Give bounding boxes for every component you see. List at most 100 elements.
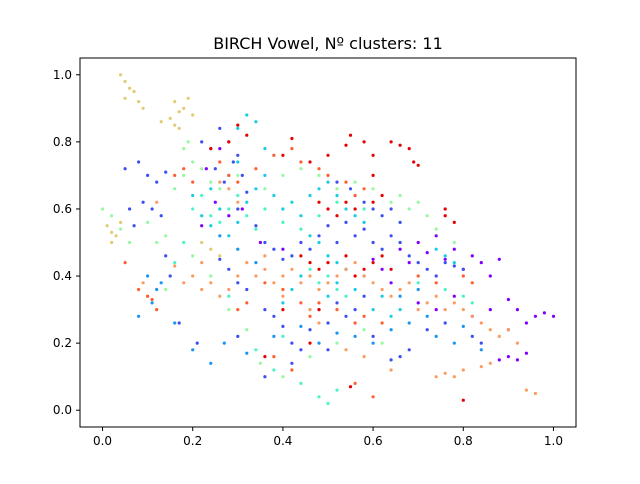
y-tick-label: 0.2: [53, 336, 72, 350]
data-point-cluster-9: [353, 274, 357, 278]
data-point-cluster-9: [389, 140, 393, 144]
data-point-cluster-9: [308, 261, 312, 265]
data-point-cluster-1: [326, 321, 330, 325]
data-point-cluster-7: [416, 308, 420, 312]
data-point-cluster-4: [227, 207, 231, 211]
data-point-cluster-8: [353, 381, 357, 385]
data-point-cluster-2: [272, 334, 276, 338]
data-point-cluster-5: [407, 207, 411, 211]
data-point-cluster-7: [488, 361, 492, 365]
data-point-cluster-2: [416, 287, 420, 292]
data-point-cluster-4: [335, 388, 339, 392]
data-point-cluster-6: [191, 113, 195, 117]
data-point-cluster-1: [213, 167, 217, 171]
data-point-cluster-1: [290, 254, 294, 258]
data-point-cluster-2: [173, 321, 177, 325]
data-point-cluster-4: [299, 227, 303, 231]
data-point-cluster-4: [182, 240, 186, 245]
data-point-cluster-3: [362, 220, 366, 224]
data-point-cluster-2: [209, 361, 213, 365]
data-point-cluster-7: [308, 308, 312, 312]
data-point-cluster-4: [461, 294, 465, 298]
data-point-cluster-6: [173, 123, 177, 127]
data-point-cluster-7: [407, 281, 411, 285]
data-point-cluster-5: [245, 328, 249, 332]
data-point-cluster-3: [200, 214, 204, 218]
data-point-cluster-2: [299, 324, 303, 328]
data-point-cluster-9: [227, 140, 231, 144]
data-point-cluster-1: [177, 321, 181, 325]
data-point-cluster-8: [299, 301, 303, 305]
data-point-cluster-7: [362, 355, 366, 359]
data-point-cluster-7: [236, 274, 240, 278]
data-point-cluster-7: [533, 391, 538, 396]
data-point-cluster-1: [407, 348, 411, 352]
data-point-cluster-9: [326, 153, 330, 157]
data-point-cluster-0: [443, 257, 447, 261]
data-point-cluster-8: [317, 301, 321, 305]
data-point-cluster-6: [173, 100, 177, 104]
data-point-cluster-8: [326, 173, 330, 177]
data-point-cluster-6: [123, 96, 127, 100]
data-point-cluster-2: [236, 247, 240, 251]
data-point-cluster-9: [380, 254, 384, 258]
data-point-cluster-1: [164, 170, 168, 174]
data-point-cluster-3: [263, 147, 267, 151]
data-point-cluster-6: [159, 120, 163, 124]
data-point-cluster-9: [308, 341, 312, 345]
data-point-cluster-4: [326, 401, 330, 406]
data-point-cluster-5: [389, 200, 393, 204]
data-point-cluster-8: [254, 167, 258, 171]
data-point-cluster-4: [326, 274, 330, 278]
data-point-cluster-3: [308, 234, 312, 238]
data-point-cluster-4: [254, 227, 258, 231]
data-point-cluster-2: [245, 351, 249, 355]
data-point-cluster-1: [245, 287, 249, 292]
data-point-cluster-9: [209, 147, 213, 151]
data-point-cluster-1: [200, 140, 204, 144]
data-point-cluster-8: [380, 321, 384, 325]
x-tick-label: 0.4: [273, 434, 292, 448]
data-point-cluster-3: [335, 261, 339, 265]
data-point-cluster-5: [452, 240, 456, 245]
data-point-cluster-1: [308, 328, 312, 332]
data-point-cluster-4: [362, 207, 366, 211]
data-point-cluster-9: [362, 267, 366, 271]
data-point-cluster-7: [308, 274, 312, 278]
data-point-cluster-0: [227, 214, 231, 218]
data-point-cluster-3: [380, 294, 384, 298]
data-point-cluster-8: [362, 314, 366, 318]
data-point-cluster-7: [254, 274, 258, 278]
data-point-cluster-8: [182, 167, 186, 171]
data-point-cluster-7: [290, 267, 294, 271]
data-point-cluster-2: [398, 294, 402, 298]
data-point-cluster-6: [182, 106, 186, 110]
data-point-cluster-3: [398, 308, 402, 312]
data-point-cluster-2: [461, 324, 465, 328]
data-point-cluster-1: [335, 240, 339, 245]
data-point-cluster-0: [542, 311, 547, 315]
data-point-cluster-3: [452, 261, 456, 265]
data-point-cluster-1: [263, 375, 267, 379]
data-point-cluster-9: [299, 254, 303, 258]
data-point-cluster-3: [326, 180, 330, 184]
data-point-cluster-5: [182, 173, 186, 177]
data-point-cluster-5: [353, 180, 357, 184]
data-point-cluster-8: [146, 294, 150, 298]
data-point-cluster-5: [317, 173, 321, 177]
data-point-cluster-1: [290, 341, 294, 345]
data-point-cluster-9: [371, 153, 375, 157]
data-point-cluster-3: [443, 254, 447, 258]
data-point-cluster-4: [227, 294, 231, 298]
data-point-cluster-7: [263, 254, 267, 258]
x-tick-label: 0.8: [454, 434, 473, 448]
data-point-cluster-4: [245, 214, 249, 218]
data-point-cluster-1: [281, 324, 285, 328]
data-point-cluster-7: [245, 261, 249, 265]
data-point-cluster-9: [263, 355, 267, 359]
data-point-cluster-5: [173, 187, 177, 191]
data-point-cluster-1: [443, 321, 447, 325]
data-point-cluster-5: [308, 355, 312, 359]
data-point-cluster-9: [412, 160, 416, 164]
data-point-cluster-7: [173, 264, 177, 268]
